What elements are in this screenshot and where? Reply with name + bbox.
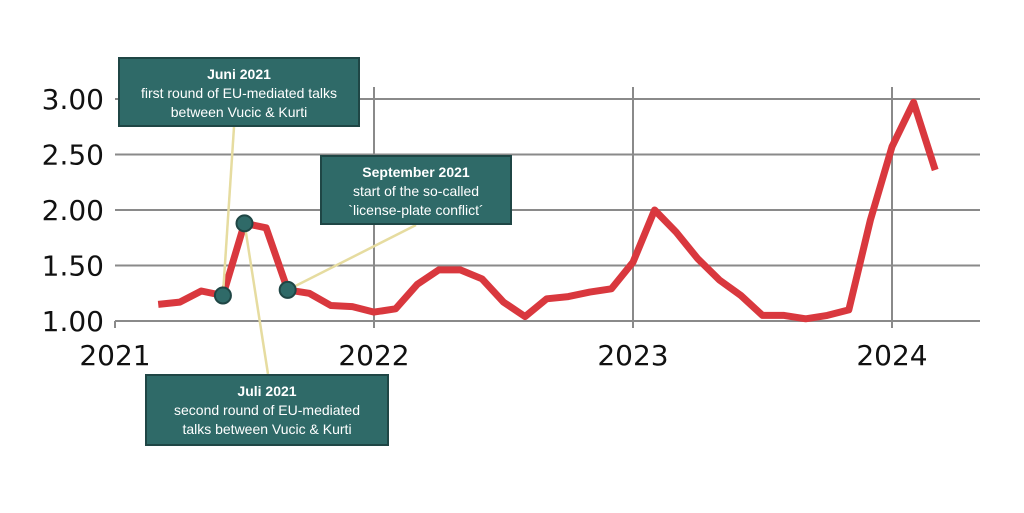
annotation-leader — [287, 223, 417, 292]
x-tick-label: 2024 — [856, 339, 927, 372]
annotation-text: second round of EU-mediated talks betwee… — [174, 402, 360, 437]
y-tick-label: 2.00 — [42, 194, 104, 227]
annotation-text: start of the so-called `license-plate co… — [348, 183, 484, 218]
annotation-title: September 2021 — [362, 164, 470, 180]
y-tick-label: 1.00 — [42, 305, 104, 338]
tick-labels: 1.00 1.50 2.00 2.50 3.00 2021 2022 2023 2024 — [42, 83, 928, 372]
annotation-leader — [243, 223, 270, 375]
annotation-marker — [278, 280, 297, 299]
annotation-callout-juli-2021: Juli 2021 second round of EU-mediated ta… — [145, 374, 389, 446]
axes — [114, 320, 980, 328]
annotation-marker — [213, 286, 232, 305]
x-tick-label: 2023 — [597, 339, 668, 372]
y-tick-label: 1.50 — [42, 250, 104, 283]
annotation-leaders — [221, 126, 417, 375]
x-tick-label: 2021 — [79, 339, 150, 372]
annotation-text: first round of EU-mediated talks between… — [140, 85, 338, 120]
annotation-callout-juni-2021: Juni 2021 first round of EU-mediated tal… — [118, 57, 360, 127]
annotation-markers — [213, 214, 297, 305]
annotation-title: Juni 2021 — [207, 66, 271, 82]
y-tick-label: 2.50 — [42, 139, 104, 172]
annotation-title: Juli 2021 — [237, 383, 297, 399]
y-tick-label: 3.00 — [42, 83, 104, 116]
annotation-marker — [235, 214, 254, 233]
annotation-callout-september-2021: September 2021 start of the so-called `l… — [320, 155, 512, 225]
annotation-leader — [221, 126, 236, 296]
x-tick-label: 2022 — [338, 339, 409, 372]
